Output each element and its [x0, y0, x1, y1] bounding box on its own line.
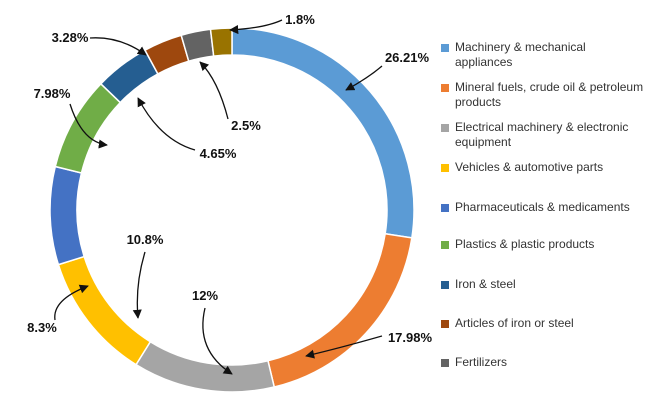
legend-label: Electrical machinery & electronic equipm…: [455, 120, 629, 149]
data-label-3: 10.8%: [127, 232, 164, 247]
donut-slice-3: [57, 255, 152, 366]
legend-swatch: [441, 204, 449, 212]
callout-arrow-8: [199, 61, 229, 120]
data-label-0: 26.21%: [385, 50, 430, 65]
legend-label: Mineral fuels, crude oil & petroleum pro…: [455, 80, 644, 109]
donut-slice-2: [135, 340, 276, 393]
callout-arrow-4: [54, 284, 89, 321]
callout-arrow-2: [202, 307, 233, 375]
donut-slices: [49, 27, 415, 393]
legend-item-4: Pharmaceuticals & medicaments: [441, 200, 646, 215]
legend-item-7: Articles of iron or steel: [441, 316, 646, 331]
callout-arrow-5: [69, 103, 108, 149]
data-label-1: 17.98%: [388, 330, 433, 345]
legend-swatch: [441, 359, 449, 367]
callout-arrow-6: [137, 97, 196, 151]
callout-arrow-1: [305, 335, 383, 359]
legend-item-8: Fertilizers: [441, 355, 646, 370]
legend-swatch: [441, 124, 449, 132]
legend-item-5: Plastics & plastic products: [441, 237, 646, 252]
data-label-5: 7.98%: [34, 86, 71, 101]
legend-swatch: [441, 164, 449, 172]
legend-label: Pharmaceuticals & medicaments: [455, 200, 630, 214]
data-label-9: 1.8%: [285, 12, 315, 27]
callout-arrow-3: [132, 251, 146, 319]
data-label-7: 3.28%: [52, 30, 89, 45]
callout-arrow-7: [89, 37, 147, 56]
callout-arrow-0: [345, 65, 383, 91]
legend-item-3: Vehicles & automotive parts: [441, 160, 646, 175]
legend-item-2: Electrical machinery & electronic equipm…: [441, 120, 646, 150]
slice-labels: 26.21% 17.98% 12% 10.8% 8.3% 7.98% 4.65% 3.28% 2…: [27, 12, 432, 345]
data-label-8: 2.5%: [231, 118, 261, 133]
data-label-6: 4.65%: [200, 146, 237, 161]
legend-label: Vehicles & automotive parts: [455, 160, 604, 174]
legend-swatch: [441, 44, 449, 52]
legend-label: Articles of iron or steel: [455, 316, 574, 330]
donut-chart: 26.21% 17.98% 12% 10.8% 8.3% 7.98% 4.65% 3.28% 2…: [27, 12, 432, 393]
legend-swatch: [441, 281, 449, 289]
legend-label: Fertilizers: [455, 355, 508, 369]
legend-label: Iron & steel: [455, 277, 516, 291]
data-label-2: 12%: [192, 288, 218, 303]
legend-swatch: [441, 84, 449, 92]
donut-slice-9: [209, 27, 233, 57]
callout-arrow-9: [229, 19, 283, 35]
legend-swatch: [441, 320, 449, 328]
legend-label: Plastics & plastic products: [455, 237, 595, 251]
legend-item-1: Mineral fuels, crude oil & petroleum pro…: [441, 80, 646, 110]
legend-label: Machinery & mechanical appliances: [455, 40, 586, 69]
callout-arrows: [54, 19, 383, 375]
donut-slice-4: [49, 165, 86, 266]
legend-item-0: Machinery & mechanical appliances: [441, 40, 646, 70]
legend-swatch: [441, 241, 449, 249]
donut-slice-1: [267, 232, 413, 388]
legend-item-6: Iron & steel: [441, 277, 646, 292]
data-label-4: 8.3%: [27, 320, 57, 335]
